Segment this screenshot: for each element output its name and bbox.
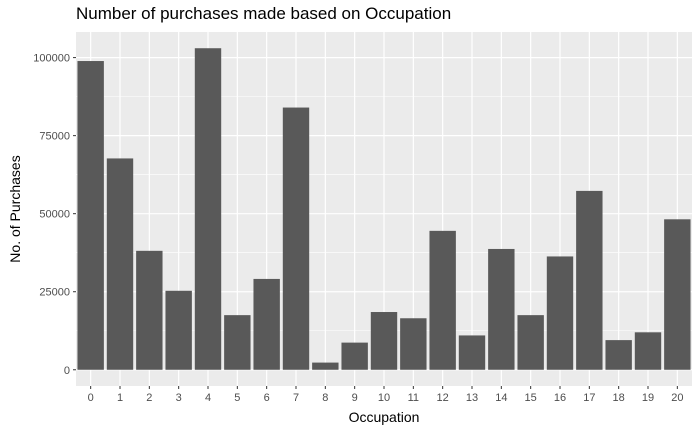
bar-occupation-10 (370, 312, 398, 370)
bar-occupation-2 (136, 250, 163, 370)
x-tick-label: 19 (642, 392, 654, 404)
bar-occupation-16 (546, 256, 574, 370)
x-axis: 0 1 2 3 4 5 6 7 8 9 10 11 12 13 14 15 16 17 18 19 20 (88, 386, 683, 404)
x-tick-label: 13 (466, 392, 478, 404)
bar-occupation-6 (253, 278, 280, 370)
bar-occupation-8 (312, 362, 339, 370)
x-tick-label: 5 (234, 392, 240, 404)
x-tick-label: 20 (671, 392, 683, 404)
y-tick-label: 0 (64, 365, 70, 377)
x-tick-label: 16 (554, 392, 566, 404)
y-axis: 0 25000 50000 75000 100000 (33, 53, 76, 377)
x-axis-title: Occupation (349, 409, 420, 425)
x-tick-label: 0 (88, 392, 94, 404)
bar-occupation-13 (458, 335, 486, 370)
bar-occupation-14 (488, 248, 515, 370)
x-tick-label: 8 (322, 392, 328, 404)
x-tick-label: 1 (117, 392, 123, 404)
bar-occupation-20 (664, 219, 691, 370)
x-tick-label: 17 (583, 392, 595, 404)
bar-occupation-5 (224, 315, 251, 370)
bars (77, 48, 691, 370)
x-tick-label: 10 (378, 392, 390, 404)
x-tick-label: 3 (176, 392, 182, 404)
y-tick-label: 75000 (39, 131, 70, 143)
x-tick-label: 7 (293, 392, 299, 404)
bar-occupation-11 (400, 318, 427, 370)
bar-occupation-19 (634, 332, 662, 370)
x-tick-label: 4 (205, 392, 211, 404)
x-tick-label: 18 (613, 392, 625, 404)
bar-occupation-0 (77, 61, 104, 370)
bar-occupation-12 (429, 230, 456, 370)
bar-occupation-1 (106, 158, 134, 370)
x-tick-label: 2 (146, 392, 152, 404)
x-tick-label: 9 (352, 392, 358, 404)
x-tick-label: 12 (437, 392, 449, 404)
chart-title: Number of purchases made based on Occupa… (76, 4, 452, 23)
y-tick-label: 50000 (39, 209, 70, 221)
bar-occupation-4 (194, 48, 222, 370)
bar-occupation-7 (282, 107, 310, 370)
bar-occupation-3 (165, 290, 192, 370)
bar-occupation-18 (605, 340, 632, 370)
x-tick-label: 11 (408, 392, 419, 404)
x-tick-label: 6 (264, 392, 270, 404)
bar-occupation-17 (576, 190, 603, 370)
x-tick-label: 14 (495, 392, 507, 404)
y-tick-label: 25000 (39, 287, 70, 299)
bar-occupation-9 (341, 342, 368, 370)
y-axis-title: No. of Purchases (7, 155, 23, 262)
x-tick-label: 15 (525, 392, 537, 404)
y-tick-label: 100000 (33, 53, 70, 65)
bar-occupation-15 (517, 315, 544, 370)
